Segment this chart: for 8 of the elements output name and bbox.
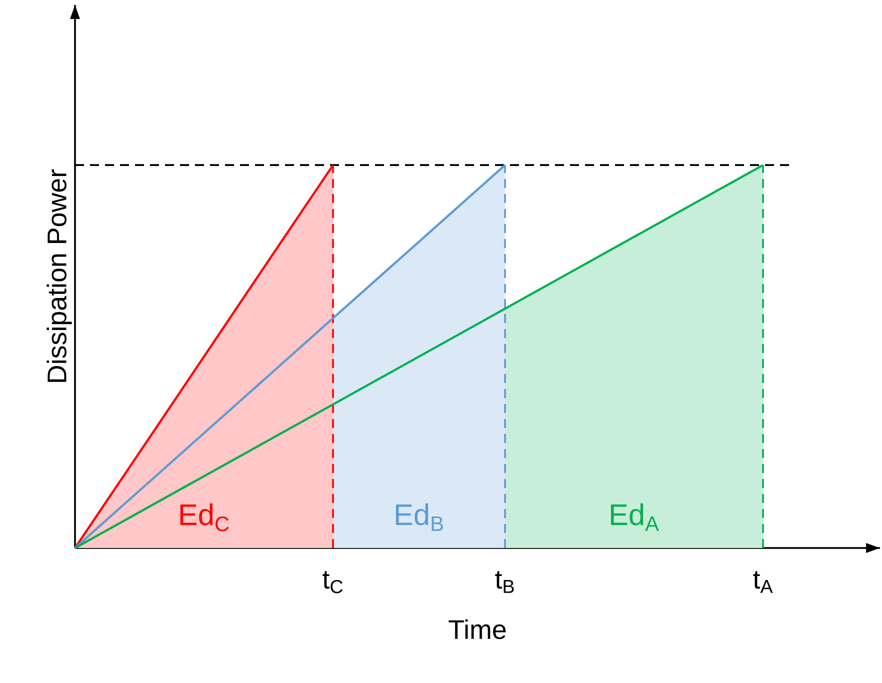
x-axis-title: Time — [448, 619, 506, 640]
series-label: Ed$_{B}$ — [396, 503, 443, 531]
x-tick-label: t$_{B}$ — [495, 571, 514, 593]
series-label: Ed$_{C}$ — [180, 503, 229, 532]
series-label: Ed$_{A}$ — [610, 503, 659, 531]
x-tick-label: t$_{C}$ — [322, 571, 343, 594]
x-tick-label: t$_{A}$ — [753, 571, 773, 593]
y-axis-title: Dissipation Power — [46, 169, 72, 382]
